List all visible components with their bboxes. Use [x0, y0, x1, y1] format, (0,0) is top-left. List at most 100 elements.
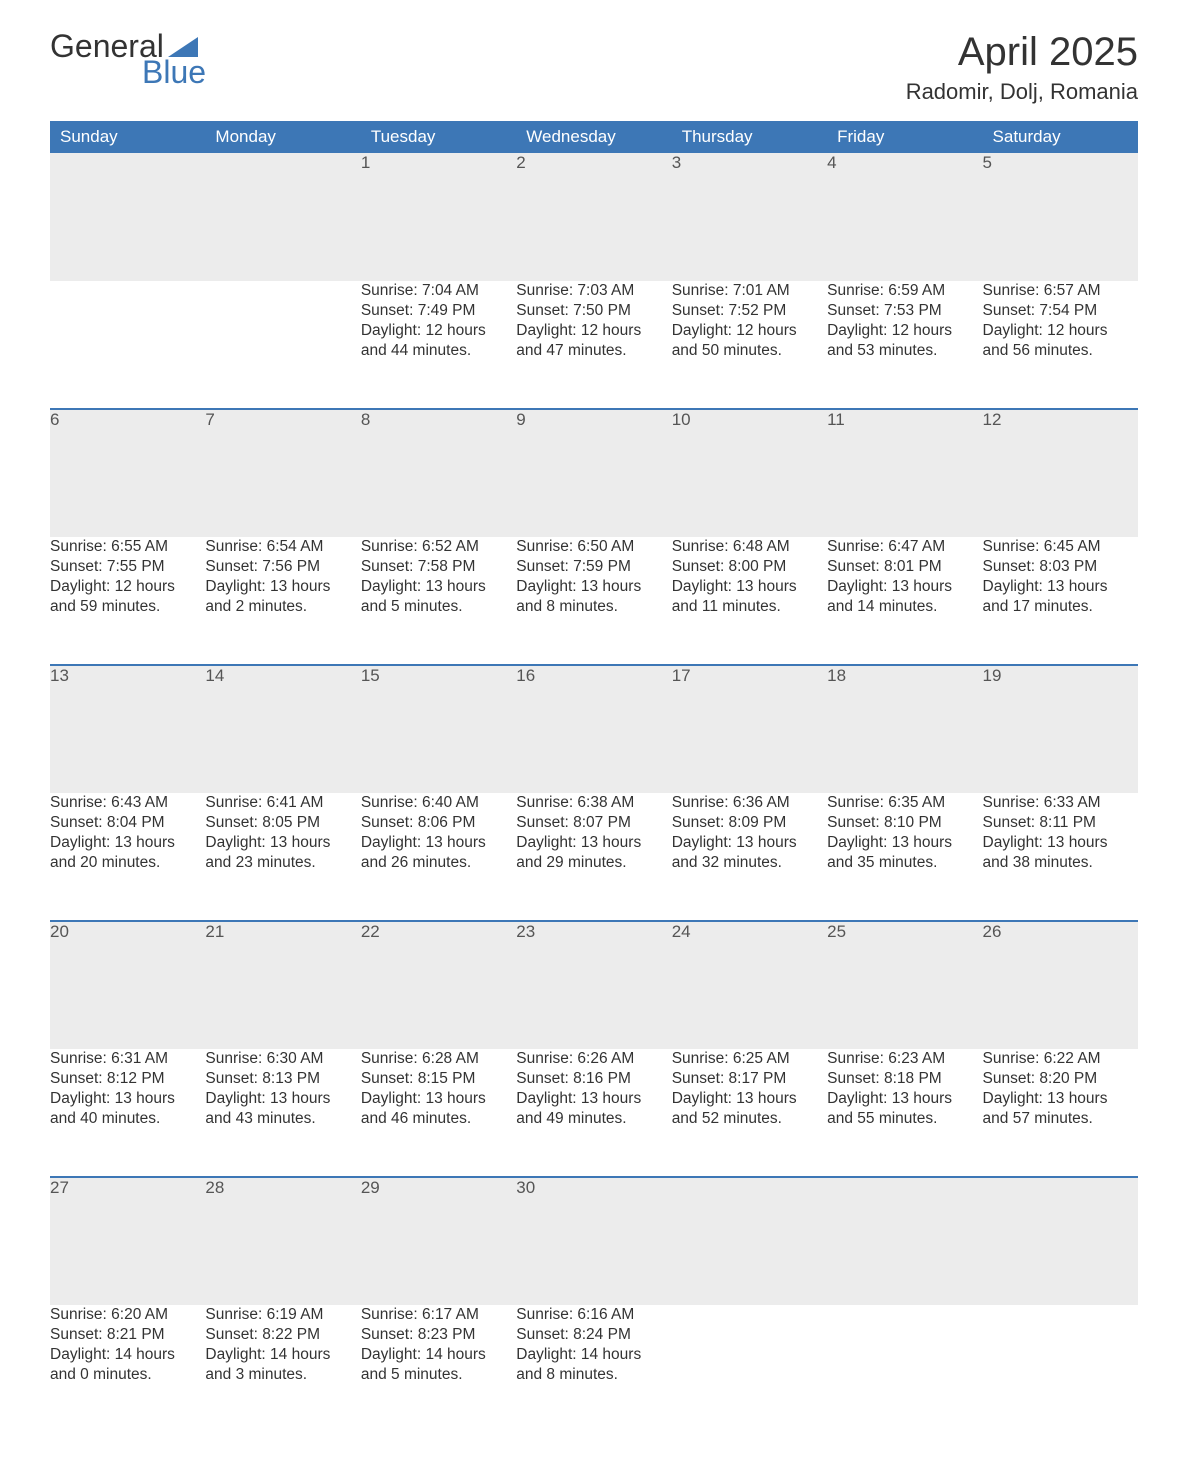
day-number-cell: 7	[205, 409, 360, 537]
sunrise-text: Sunrise: 7:01 AM	[672, 281, 827, 301]
daylight-text-1: Daylight: 13 hours	[672, 1089, 827, 1109]
day-body-cell: Sunrise: 6:36 AMSunset: 8:09 PMDaylight:…	[672, 793, 827, 921]
sunset-text: Sunset: 7:50 PM	[516, 301, 671, 321]
daylight-text-2: and 11 minutes.	[672, 597, 827, 617]
sunrise-text: Sunrise: 6:50 AM	[516, 537, 671, 557]
day-body-cell: Sunrise: 6:19 AMSunset: 8:22 PMDaylight:…	[205, 1305, 360, 1433]
daylight-text-2: and 47 minutes.	[516, 341, 671, 361]
daylight-text-1: Daylight: 13 hours	[205, 577, 360, 597]
day-number-cell: 25	[827, 921, 982, 1049]
sunrise-text: Sunrise: 7:04 AM	[361, 281, 516, 301]
daylight-text-2: and 8 minutes.	[516, 1365, 671, 1385]
daylight-text-2: and 35 minutes.	[827, 853, 982, 873]
day-number-cell	[50, 153, 205, 281]
sunset-text: Sunset: 7:59 PM	[516, 557, 671, 577]
sunrise-text: Sunrise: 6:45 AM	[983, 537, 1138, 557]
sunrise-text: Sunrise: 6:16 AM	[516, 1305, 671, 1325]
sunrise-text: Sunrise: 6:33 AM	[983, 793, 1138, 813]
daylight-text-2: and 23 minutes.	[205, 853, 360, 873]
daylight-text-1: Daylight: 12 hours	[983, 321, 1138, 341]
sunrise-text: Sunrise: 6:25 AM	[672, 1049, 827, 1069]
sunset-text: Sunset: 8:18 PM	[827, 1069, 982, 1089]
daylight-text-1: Daylight: 13 hours	[827, 1089, 982, 1109]
day-number-cell	[983, 1177, 1138, 1305]
sunrise-text: Sunrise: 6:40 AM	[361, 793, 516, 813]
sunrise-text: Sunrise: 6:17 AM	[361, 1305, 516, 1325]
sunset-text: Sunset: 7:56 PM	[205, 557, 360, 577]
day-body-cell: Sunrise: 6:31 AMSunset: 8:12 PMDaylight:…	[50, 1049, 205, 1177]
sunrise-text: Sunrise: 6:59 AM	[827, 281, 982, 301]
sunset-text: Sunset: 7:55 PM	[50, 557, 205, 577]
day-body-cell: Sunrise: 6:30 AMSunset: 8:13 PMDaylight:…	[205, 1049, 360, 1177]
sunset-text: Sunset: 8:21 PM	[50, 1325, 205, 1345]
daylight-text-1: Daylight: 13 hours	[361, 577, 516, 597]
weekday-header: Monday	[205, 121, 360, 153]
daylight-text-1: Daylight: 13 hours	[516, 833, 671, 853]
daylight-text-1: Daylight: 14 hours	[205, 1345, 360, 1365]
day-number-cell: 8	[361, 409, 516, 537]
week-body-row: Sunrise: 6:31 AMSunset: 8:12 PMDaylight:…	[50, 1049, 1138, 1177]
daylight-text-2: and 57 minutes.	[983, 1109, 1138, 1129]
daylight-text-2: and 26 minutes.	[361, 853, 516, 873]
daylight-text-1: Daylight: 12 hours	[516, 321, 671, 341]
day-body-cell: Sunrise: 6:38 AMSunset: 8:07 PMDaylight:…	[516, 793, 671, 921]
week-body-row: Sunrise: 6:43 AMSunset: 8:04 PM Daylight:…	[50, 793, 1138, 921]
week-body-row: Sunrise: 6:20 AMSunset: 8:21 PMDaylight:…	[50, 1305, 1138, 1433]
sunrise-text: Sunrise: 6:43 AM	[50, 793, 205, 813]
daynum-row: 6789101112	[50, 409, 1138, 537]
sunset-text: Sunset: 8:06 PM	[361, 813, 516, 833]
daylight-text-1: Daylight: 13 hours	[983, 833, 1138, 853]
page-header: General Blue April 2025 Radomir, Dolj, R…	[50, 30, 1138, 113]
sunrise-text: Sunrise: 6:30 AM	[205, 1049, 360, 1069]
sunrise-text: Sunrise: 6:55 AM	[50, 537, 205, 557]
daylight-text-1: Daylight: 14 hours	[50, 1345, 205, 1365]
weekday-header: Sunday	[50, 121, 205, 153]
day-body-cell	[827, 1305, 982, 1433]
day-body-cell: Sunrise: 6:50 AMSunset: 7:59 PMDaylight:…	[516, 537, 671, 665]
sunrise-text: Sunrise: 6:47 AM	[827, 537, 982, 557]
daylight-text-2: and 38 minutes.	[983, 853, 1138, 873]
daynum-row: 12345	[50, 153, 1138, 281]
day-body-cell: Sunrise: 6:54 AMSunset: 7:56 PMDaylight:…	[205, 537, 360, 665]
day-body-cell: Sunrise: 6:20 AMSunset: 8:21 PMDaylight:…	[50, 1305, 205, 1433]
daylight-text-2: and 2 minutes.	[205, 597, 360, 617]
day-number-cell: 16	[516, 665, 671, 793]
sunrise-text: Sunrise: 6:22 AM	[983, 1049, 1138, 1069]
day-number-cell: 12	[983, 409, 1138, 537]
calendar-head: Sunday Monday Tuesday Wednesday Thursday…	[50, 121, 1138, 153]
day-number-cell	[827, 1177, 982, 1305]
day-number-cell: 14	[205, 665, 360, 793]
daylight-text-1: Daylight: 13 hours	[983, 577, 1138, 597]
calendar-table: Sunday Monday Tuesday Wednesday Thursday…	[50, 121, 1138, 1433]
day-number-cell: 21	[205, 921, 360, 1049]
daylight-text-2: and 43 minutes.	[205, 1109, 360, 1129]
sunset-text: Sunset: 8:17 PM	[672, 1069, 827, 1089]
day-body-cell: Sunrise: 6:17 AMSunset: 8:23 PMDaylight:…	[361, 1305, 516, 1433]
day-body-cell: Sunrise: 6:25 AMSunset: 8:17 PMDaylight:…	[672, 1049, 827, 1177]
sunset-text: Sunset: 8:23 PM	[361, 1325, 516, 1345]
sunset-text: Sunset: 8:07 PM	[516, 813, 671, 833]
day-number-cell: 5	[983, 153, 1138, 281]
weekday-header: Tuesday	[361, 121, 516, 153]
daylight-text-2: and 20 minutes.	[50, 853, 205, 873]
sunrise-text: Sunrise: 6:19 AM	[205, 1305, 360, 1325]
sunset-text: Sunset: 8:15 PM	[361, 1069, 516, 1089]
daylight-text-2: and 32 minutes.	[672, 853, 827, 873]
daylight-text-1: Daylight: 13 hours	[516, 577, 671, 597]
daylight-text-2: and 59 minutes.	[50, 597, 205, 617]
weekday-header: Friday	[827, 121, 982, 153]
sunrise-text: Sunrise: 6:26 AM	[516, 1049, 671, 1069]
day-body-cell: Sunrise: 7:01 AMSunset: 7:52 PMDaylight:…	[672, 281, 827, 409]
day-number-cell: 9	[516, 409, 671, 537]
sunset-text: Sunset: 8:24 PM	[516, 1325, 671, 1345]
day-body-cell: Sunrise: 6:26 AMSunset: 8:16 PMDaylight:…	[516, 1049, 671, 1177]
sunset-text: Sunset: 8:04 PM	[50, 813, 205, 833]
daylight-text-1: Daylight: 14 hours	[361, 1345, 516, 1365]
day-number-cell: 6	[50, 409, 205, 537]
day-number-cell: 29	[361, 1177, 516, 1305]
daylight-text-2: and 40 minutes.	[50, 1109, 205, 1129]
daylight-text-1: Daylight: 13 hours	[827, 577, 982, 597]
day-body-cell: Sunrise: 6:16 AMSunset: 8:24 PMDaylight:…	[516, 1305, 671, 1433]
sunrise-text: Sunrise: 7:03 AM	[516, 281, 671, 301]
day-number-cell: 26	[983, 921, 1138, 1049]
